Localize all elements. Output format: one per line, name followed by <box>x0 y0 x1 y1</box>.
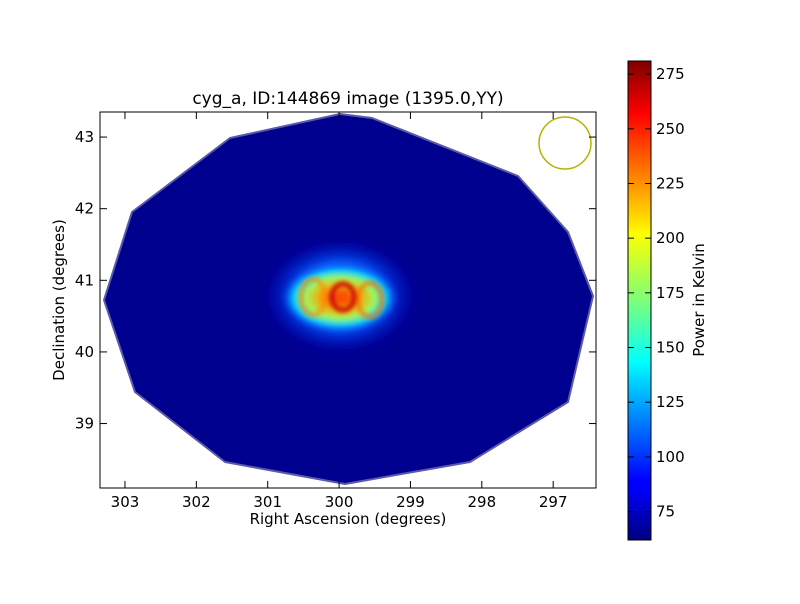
y-axis-ticks: 39 40 41 42 43 <box>75 128 596 433</box>
colorbar-tick-label: 100 <box>656 448 685 466</box>
y-tick-label: 41 <box>75 271 94 289</box>
source-core <box>329 281 357 313</box>
colorbar-tick-label: 225 <box>656 174 685 192</box>
x-tick-label: 298 <box>467 493 496 511</box>
colorbar-tick-label: 150 <box>656 339 685 357</box>
x-tick-label: 302 <box>182 493 211 511</box>
source-core-center <box>338 291 348 303</box>
source-lobe-right <box>356 281 384 319</box>
colorbar-tick-label: 125 <box>656 393 685 411</box>
x-axis-label: Right Ascension (degrees) <box>250 510 447 528</box>
x-axis-ticks: 303 302 301 300 299 298 297 <box>111 112 568 511</box>
x-tick-label: 300 <box>325 493 354 511</box>
colorbar-tick-label: 175 <box>656 284 685 302</box>
colorbar <box>627 60 652 541</box>
source-lobe-left <box>299 277 327 317</box>
colorbar-tick-label: 250 <box>656 120 685 138</box>
axes-frame <box>99 111 597 489</box>
colorbar-tick-label: 275 <box>656 65 685 83</box>
x-tick-label: 301 <box>253 493 282 511</box>
y-tick-label: 40 <box>75 343 94 361</box>
heatmap-image <box>103 113 594 485</box>
x-tick-label: 303 <box>111 493 140 511</box>
y-tick-label: 39 <box>75 415 94 433</box>
y-tick-label: 42 <box>75 200 94 218</box>
chart-title: cyg_a, ID:144869 image (1395.0,YY) <box>192 89 503 109</box>
y-axis-label: Declination (degrees) <box>50 219 68 381</box>
x-tick-label: 297 <box>539 493 568 511</box>
beam-circle <box>538 116 592 170</box>
x-tick-label: 299 <box>396 493 425 511</box>
colorbar-tick-label: 200 <box>656 229 685 247</box>
y-tick-label: 43 <box>75 128 94 146</box>
colorbar-ticks: 75 100 125 150 175 200 225 250 275 <box>628 65 685 521</box>
colorbar-label: Power in Kelvin <box>690 243 708 357</box>
colorbar-tick-label: 75 <box>656 503 675 521</box>
